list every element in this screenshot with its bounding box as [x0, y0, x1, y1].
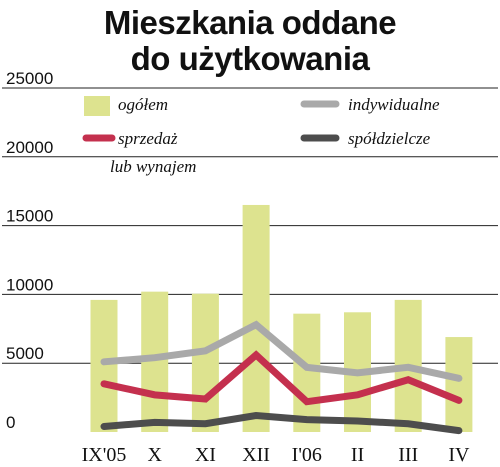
bar-ogolem [90, 299, 118, 432]
x-tick-label: XII [242, 444, 270, 466]
bar-ogolem [242, 204, 270, 432]
line-series [100, 320, 463, 435]
legend: ogółem indywidualne sprzedaż lub wynajem… [82, 95, 440, 176]
legend-label-indywidualne: indywidualne [348, 95, 440, 114]
bar-ogolem [293, 313, 321, 432]
y-tick-label: 5000 [6, 344, 44, 363]
x-tick-label: IX'05 [82, 444, 127, 466]
legend-label-sprzedaz: sprzedaż [118, 129, 178, 148]
y-axis-ticks: 0 5000 10000 15000 20000 25000 [6, 69, 53, 432]
x-tick-label: XI [195, 444, 216, 466]
chart-title-line-1: Mieszkania oddane [103, 4, 397, 41]
x-tick-label: III [398, 444, 418, 466]
y-tick-label: 25000 [6, 69, 53, 88]
bar-series [90, 204, 473, 432]
series-line-0 [100, 320, 463, 382]
bar-ogolem [445, 337, 473, 432]
y-tick-label: 15000 [6, 207, 53, 226]
series-line-2 [100, 411, 463, 435]
chart-title-line-2: do użytkowania [130, 40, 370, 77]
y-tick-label: 10000 [6, 275, 53, 294]
y-tick-label: 0 [6, 413, 15, 432]
x-tick-label: IV [448, 444, 470, 466]
legend-label-ogolem: ogółem [118, 95, 168, 114]
x-tick-label: X [147, 444, 162, 466]
x-tick-label: II [351, 444, 364, 466]
x-tick-label: I'06 [292, 444, 322, 466]
y-tick-label: 20000 [6, 138, 53, 157]
legend-label-sprzedaz-line2: lub wynajem [110, 157, 196, 176]
legend-label-spoldzielcze: spółdzielcze [348, 129, 431, 148]
bar-ogolem [191, 293, 219, 432]
series-line-1 [100, 350, 463, 406]
legend-swatch-ogolem [84, 96, 110, 116]
x-axis-ticks: IX'05 X XI XII I'06 II III IV [82, 444, 470, 466]
